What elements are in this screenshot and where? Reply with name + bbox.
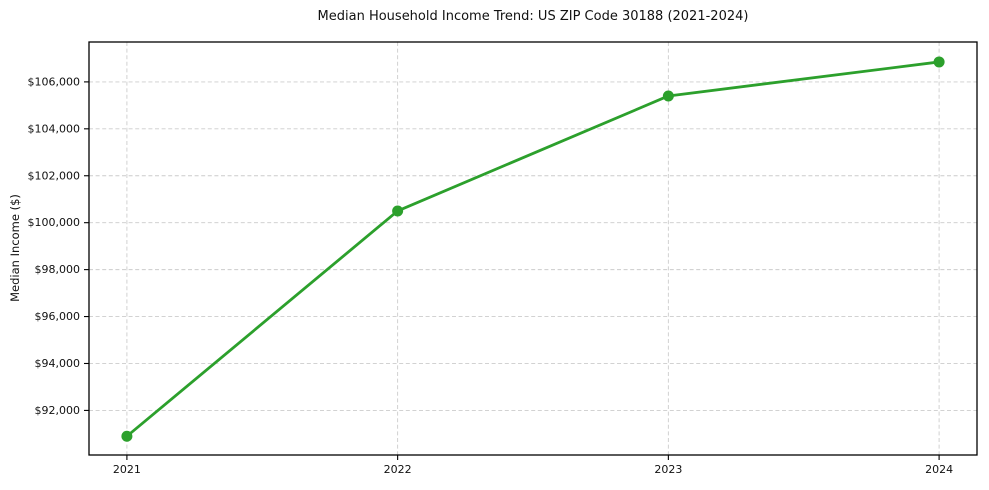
data-point-2023 bbox=[662, 90, 674, 102]
plot-border bbox=[88, 41, 978, 456]
data-point-2024 bbox=[933, 56, 945, 68]
y-tick-label: $98,000 bbox=[35, 263, 81, 276]
x-tick-label: 2023 bbox=[654, 463, 682, 476]
y-tick-label: $102,000 bbox=[28, 169, 81, 182]
trend-line bbox=[125, 60, 941, 438]
x-tick-label: 2021 bbox=[113, 463, 141, 476]
chart-title: Median Household Income Trend: US ZIP Co… bbox=[317, 9, 749, 24]
y-tick-label: $100,000 bbox=[28, 216, 81, 229]
y-tick-label: $106,000 bbox=[28, 75, 81, 88]
y-tick-label: $92,000 bbox=[35, 404, 81, 417]
data-point-2021 bbox=[121, 430, 133, 442]
y-tick-label: $104,000 bbox=[28, 122, 81, 135]
y-tick-label: $96,000 bbox=[35, 310, 81, 323]
x-tick-label: 2022 bbox=[384, 463, 412, 476]
data-point-2022 bbox=[392, 205, 404, 217]
y-tick-label: $94,000 bbox=[35, 357, 81, 370]
x-tick-label: 2024 bbox=[925, 463, 953, 476]
